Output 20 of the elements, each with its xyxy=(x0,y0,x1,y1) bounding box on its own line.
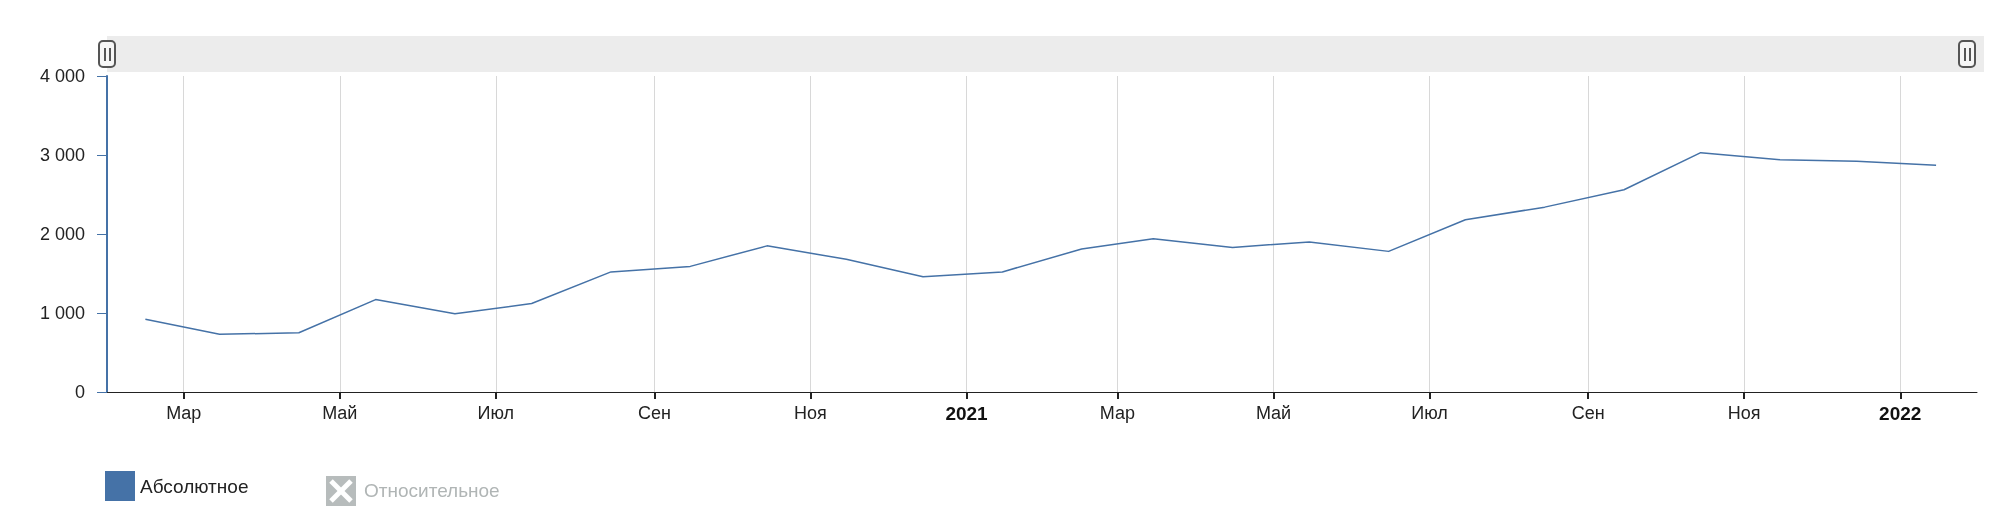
x-tick-label: Май xyxy=(322,403,358,423)
x-tick-label: Мар xyxy=(1099,403,1136,423)
x-tick-label: Ноя xyxy=(1727,403,1761,423)
x-tick-label: Ноя xyxy=(794,403,827,423)
x-tick-label: 2022 xyxy=(1879,403,1922,424)
text: Относительное xyxy=(364,480,500,502)
y-tick-label: 2 000 xyxy=(39,224,85,244)
legend-label: Абсолютное xyxy=(140,475,249,497)
x-tick-label: Сен xyxy=(637,403,671,423)
line-series xyxy=(144,151,1937,336)
x-tick-label: Сен xyxy=(1571,403,1605,423)
x-tick-label: 2021 xyxy=(945,403,989,424)
x-tick-label: Мар xyxy=(166,403,202,423)
x-tick-label: Июл xyxy=(477,403,515,423)
x-tick-label: Июл xyxy=(1411,403,1448,423)
y-tick-label: 4 000 xyxy=(39,66,85,86)
x-tick-label: Май xyxy=(1255,403,1292,423)
y-tick-label: 3 000 xyxy=(39,145,85,165)
y-tick-label: 1 000 xyxy=(39,303,85,323)
y-tick-label: 0 xyxy=(74,382,85,402)
